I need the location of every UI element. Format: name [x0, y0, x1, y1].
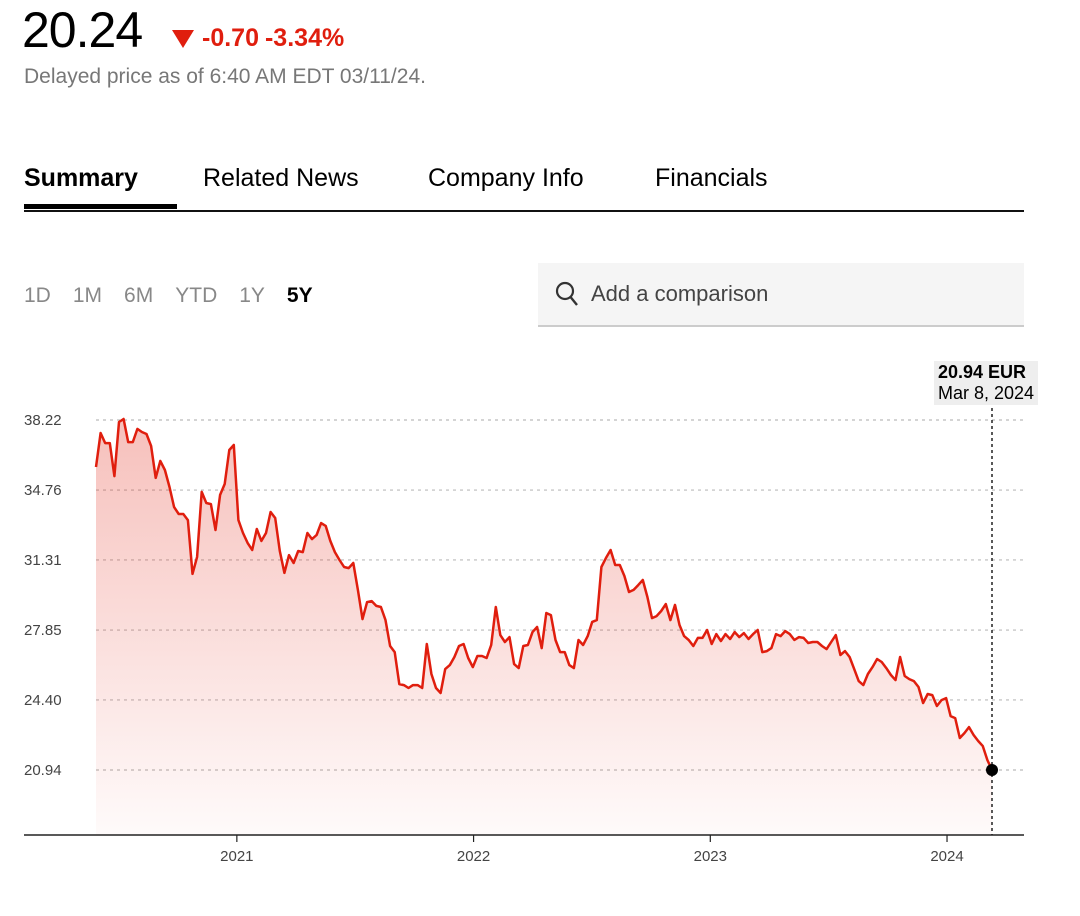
y-tick-label: 34.76	[24, 482, 62, 499]
x-tick-label: 2021	[220, 848, 253, 865]
price-area-fill	[96, 419, 992, 835]
highlight-point	[986, 764, 998, 776]
y-tick-label: 27.85	[24, 622, 62, 639]
change-percent: -3.34%	[264, 24, 345, 52]
price-line	[94, 417, 994, 771]
triangle-down-icon	[172, 29, 194, 48]
range-6m[interactable]: 6M	[124, 284, 154, 307]
delayed-price-note: Delayed price as of 6:40 AM EDT 03/11/24…	[24, 65, 426, 88]
tab-bar: Summary Related News Company Info Financ…	[24, 160, 1024, 212]
x-tick-label: 2022	[457, 848, 490, 865]
tab-financials[interactable]: Financials	[655, 164, 768, 192]
price-change: -0.70 -3.34%	[172, 24, 344, 53]
comparison-search[interactable]	[538, 263, 1024, 327]
current-price: 20.24	[22, 2, 143, 58]
comparison-input[interactable]	[589, 280, 993, 308]
search-icon	[555, 281, 578, 306]
time-range-selector: 1D 1M 6M YTD 1Y 5Y	[24, 284, 335, 308]
range-ytd[interactable]: YTD	[175, 284, 218, 307]
range-1y[interactable]: 1Y	[239, 284, 265, 307]
active-tab-indicator	[24, 204, 177, 209]
x-tick-label: 2024	[930, 848, 963, 865]
tooltip-value: 20.94 EUR	[938, 362, 1027, 382]
change-value: -0.70	[202, 24, 259, 52]
chart-tooltip: 20.94 EUR Mar 8, 2024	[934, 361, 1039, 405]
y-tick-label: 31.31	[24, 552, 62, 569]
y-tick-label: 20.94	[24, 762, 62, 779]
tooltip-date: Mar 8, 2024	[938, 383, 1035, 403]
tab-related-news[interactable]: Related News	[203, 164, 359, 192]
y-tick-label: 38.22	[24, 412, 62, 429]
tab-company-info[interactable]: Company Info	[428, 164, 584, 192]
range-5y[interactable]: 5Y	[286, 284, 313, 307]
y-tick-label: 24.40	[24, 692, 62, 709]
x-tick-label: 2023	[694, 848, 727, 865]
range-1d[interactable]: 1D	[24, 284, 51, 307]
range-1m[interactable]: 1M	[72, 284, 103, 307]
tab-summary[interactable]: Summary	[24, 164, 138, 192]
